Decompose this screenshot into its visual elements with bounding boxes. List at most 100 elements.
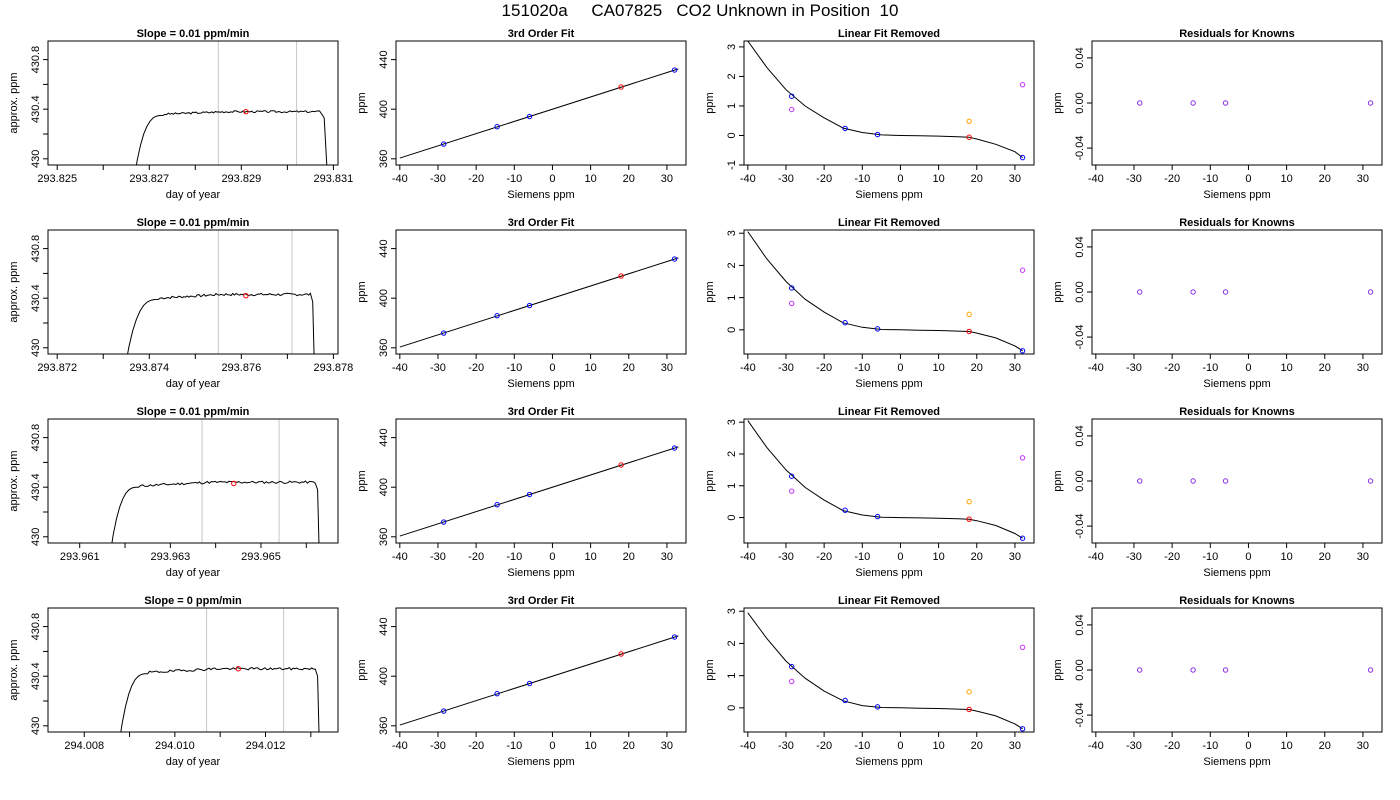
x-tick-label: -10 — [854, 551, 870, 563]
fit-curve — [747, 41, 1023, 158]
y-tick-label: 430.8 — [30, 424, 42, 452]
y-tick-label: 440 — [378, 239, 390, 257]
panel-timeseries-row3: Slope = 0.01 ppm/min 293.961 293.963 293.96… — [8, 406, 339, 579]
plot-frame — [395, 40, 687, 166]
x-tick-label: 0 — [897, 551, 903, 563]
plot-area — [1136, 289, 1374, 295]
panel-residuals-row1: Residuals for Knowns -40 -30 -20 -10 0 10 20 30 -… — [1052, 28, 1383, 201]
data-point-red — [966, 134, 972, 140]
x-axis-label: Siemens ppm — [1203, 756, 1270, 768]
panel-title: Slope = 0.01 ppm/min — [137, 217, 250, 229]
plot-frame — [47, 607, 339, 733]
plot-frame — [395, 418, 687, 544]
y-tick-label: -0.04 — [1074, 136, 1086, 161]
data-point-blue — [874, 513, 881, 520]
fit-curve — [747, 612, 1023, 730]
plot-frame — [1091, 229, 1383, 355]
panel-fit-row1: 3rd Order Fit -40 -30 -20 -10 0 10 20 30 360 400 44… — [356, 28, 687, 201]
y-tick-label: 0 — [726, 705, 738, 711]
data-point-blue — [788, 473, 795, 479]
y-tick-label: 400 — [378, 100, 390, 118]
x-tick-label: 0 — [549, 173, 555, 185]
ppm-trace — [135, 110, 328, 165]
x-tick-label: -30 — [1126, 551, 1142, 563]
plot-area — [135, 41, 328, 165]
plot-frame — [47, 418, 339, 544]
panel-fit-row3: 3rd Order Fit -40 -30 -20 -10 0 10 20 30 360 400 44… — [356, 406, 687, 579]
plot-area — [127, 230, 315, 354]
y-tick-label: 3 — [726, 419, 738, 425]
x-tick-label: -10 — [506, 551, 522, 563]
panel-fit-row2: 3rd Order Fit -40 -30 -20 -10 0 10 20 30 360 400 44… — [356, 217, 687, 390]
plot-area — [747, 41, 1026, 161]
data-point-blue — [526, 302, 533, 309]
x-axis-label: Siemens ppm — [507, 189, 574, 201]
data-point-red — [618, 651, 624, 657]
x-tick-label: 30 — [1009, 551, 1021, 563]
x-tick-label: -10 — [506, 740, 522, 752]
panel-title: Residuals for Knowns — [1179, 595, 1295, 607]
x-tick-label: -40 — [1088, 740, 1104, 752]
data-point-blue — [440, 141, 447, 147]
data-point-purple — [1190, 667, 1196, 673]
data-point-blue — [842, 320, 848, 326]
y-tick-label: 360 — [378, 339, 390, 357]
y-tick-label: 0 — [726, 515, 738, 521]
x-axis-label: Siemens ppm — [507, 378, 574, 390]
panel-linear_removed-row1: Linear Fit Removed-40 -30 -20 -10 0 10 20 30-10… — [704, 28, 1035, 201]
x-axis-label: Siemens ppm — [855, 756, 922, 768]
average-marker — [243, 108, 249, 115]
data-point-blue — [788, 93, 795, 99]
x-tick-label: 293.827 — [129, 173, 169, 185]
data-point-blue — [440, 708, 447, 714]
data-point-magenta — [788, 678, 795, 685]
y-tick-label: 0.00 — [1074, 470, 1086, 491]
x-tick-label: 10 — [1280, 740, 1292, 752]
data-point-blue — [1019, 535, 1026, 541]
y-tick-label: 0.04 — [1074, 236, 1086, 257]
panel-title: Linear Fit Removed — [838, 595, 940, 607]
x-tick-label: -40 — [392, 551, 408, 563]
plot-frame — [743, 418, 1035, 544]
plot-area — [399, 67, 679, 159]
panel-title: Linear Fit Removed — [838, 217, 940, 229]
y-axis-label: ppm — [704, 659, 716, 680]
x-tick-label: 20 — [971, 362, 983, 374]
x-tick-label: 293.876 — [221, 362, 261, 374]
y-tick-label: 0.04 — [1074, 47, 1086, 68]
y-tick-label: 3 — [726, 608, 738, 614]
y-tick-label: 1 — [726, 295, 738, 301]
plot-area — [120, 608, 320, 732]
data-point-orange — [966, 118, 972, 125]
data-point-blue — [842, 125, 848, 132]
x-tick-label: 10 — [584, 173, 596, 185]
x-tick-label: 20 — [971, 173, 983, 185]
x-axis-label: Siemens ppm — [1203, 567, 1270, 579]
y-axis-label: ppm — [356, 92, 368, 113]
data-point-blue — [842, 697, 848, 704]
x-tick-label: 0 — [1245, 740, 1251, 752]
x-tick-label: -10 — [1202, 551, 1218, 563]
x-tick-label: -10 — [854, 173, 870, 185]
y-tick-label: 2 — [726, 640, 738, 646]
x-tick-label: 10 — [932, 173, 944, 185]
y-axis-label: approx. ppm — [8, 639, 20, 700]
y-tick-label: 2 — [726, 73, 738, 79]
x-tick-label: -10 — [1202, 362, 1218, 374]
panel-linear_removed-row2: Linear Fit Removed -40 -30 -20 -10 0 10 20 30 0 1 2… — [704, 217, 1035, 390]
y-axis-label: ppm — [356, 281, 368, 302]
x-axis-label: Siemens ppm — [855, 378, 922, 390]
panel-residuals-row2: Residuals for Knowns -40 -30 -20 -10 0 10 20 30 -… — [1052, 217, 1383, 390]
data-point-blue — [494, 312, 500, 319]
y-axis-label: ppm — [1052, 281, 1064, 302]
panel-fit-row4: 3rd Order Fit -40 -30 -20 -10 0 10 20 30 360 400 44… — [356, 595, 687, 768]
y-tick-label: 0.04 — [1074, 614, 1086, 635]
x-tick-label: -30 — [1126, 173, 1142, 185]
fit-curve — [747, 231, 1023, 352]
plot-frame — [395, 607, 687, 733]
ppm-trace — [111, 480, 320, 543]
y-tick-label: 430 — [30, 717, 42, 735]
x-axis-label: day of year — [166, 756, 221, 768]
data-point-purple — [1367, 478, 1374, 484]
data-point-blue — [671, 634, 678, 640]
